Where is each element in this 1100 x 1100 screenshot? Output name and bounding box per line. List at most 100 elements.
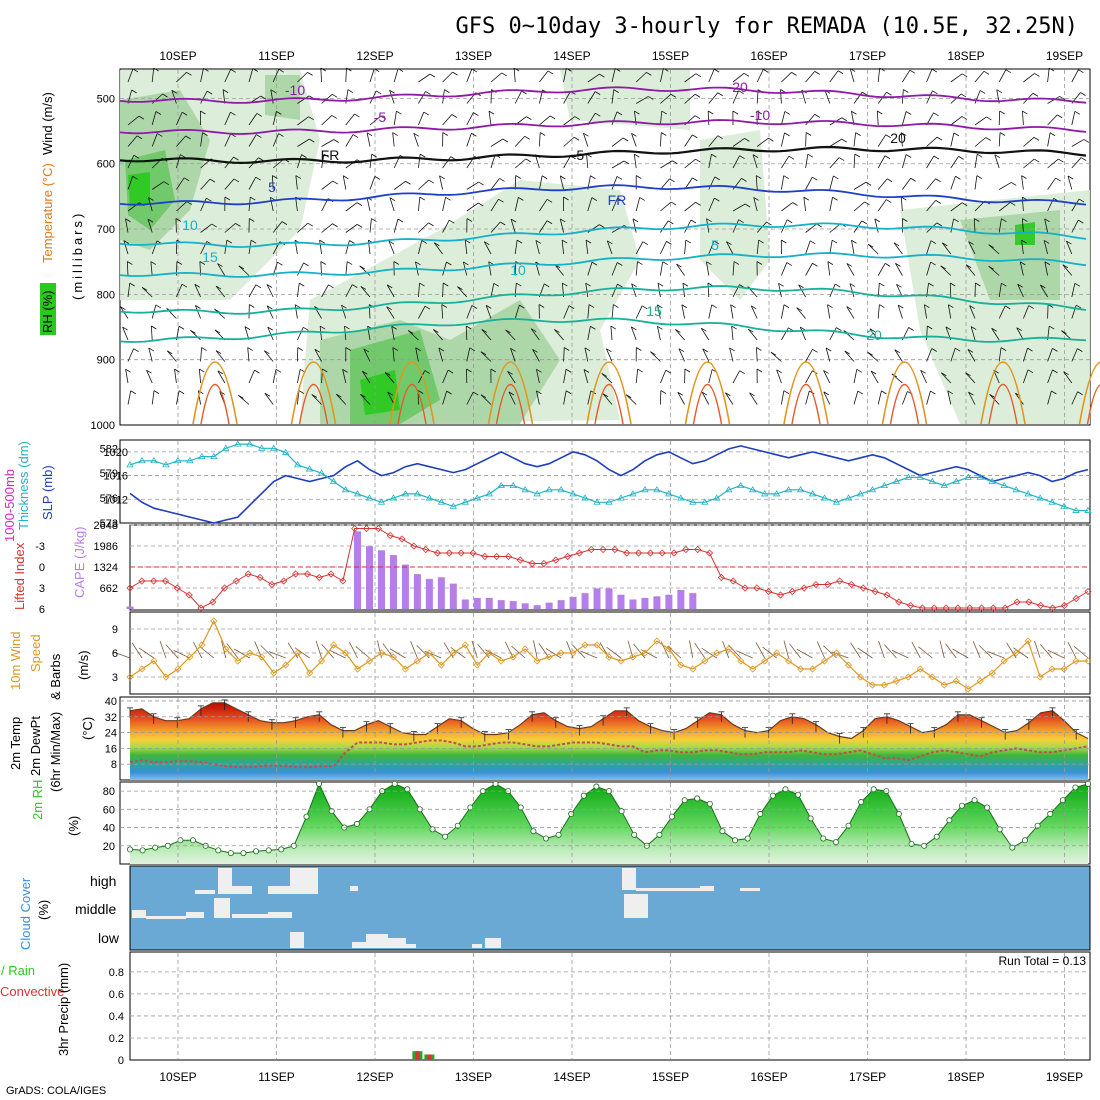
- thickness-point: [138, 456, 146, 464]
- wind-barb-flag: [181, 283, 188, 288]
- thickness-point: [449, 502, 458, 509]
- wind-barb: [1047, 158, 1059, 169]
- bottom-x-label: 11SEP: [258, 1070, 294, 1084]
- rh-point: [517, 804, 524, 811]
- wind-barb: [321, 284, 329, 298]
- wind-barb-flag: [1078, 69, 1084, 73]
- cape-bars: [126, 531, 697, 609]
- thickness-point: [1084, 506, 1092, 513]
- surface-barb: [131, 642, 143, 659]
- wind-barb-flag: [359, 265, 365, 270]
- wind-barb: [248, 369, 255, 384]
- li-point: [930, 604, 938, 612]
- cape-bar: [569, 596, 577, 609]
- wind-barb-flag: [979, 90, 986, 94]
- li-tick: 0: [39, 562, 45, 574]
- wind-barb: [176, 201, 188, 212]
- wind-barb-flag: [471, 305, 478, 309]
- wind-barb: [853, 369, 858, 384]
- wind-barb-flag: [968, 241, 974, 245]
- wind-barb: [393, 218, 399, 233]
- run-total: Run Total = 0.13: [998, 954, 1086, 968]
- wind-barb-flag: [1044, 218, 1050, 223]
- wind-barb: [725, 392, 734, 405]
- wind-barb: [781, 304, 785, 319]
- wind-label-d: (m/s): [76, 650, 91, 680]
- surface-barb: [783, 640, 790, 659]
- cloud-block: [485, 938, 501, 948]
- wind-barb: [974, 154, 978, 169]
- wind-barb-flag: [583, 132, 589, 137]
- wind-barb-flag: [965, 264, 972, 269]
- bottom-x-label: 12SEP: [356, 1070, 393, 1084]
- wind-barb: [877, 283, 880, 298]
- wind-barb: [701, 391, 710, 405]
- wind-barb-flag: [681, 304, 688, 309]
- wind-barb: [611, 304, 614, 319]
- wind-barb-flag: [637, 368, 643, 373]
- wind-barb: [1047, 68, 1050, 83]
- wind-barb: [796, 307, 806, 319]
- wind-barb: [345, 134, 354, 147]
- wind-barb-flag: [634, 110, 640, 115]
- wind-barb-flag: [238, 395, 244, 399]
- li-point: [1072, 594, 1080, 603]
- wind-barb-flag: [614, 68, 621, 72]
- wind-barb: [726, 241, 734, 255]
- wind-barb-flag: [363, 348, 370, 353]
- wind-barb-flag: [466, 325, 472, 330]
- wind-barb-flag: [224, 196, 231, 201]
- wind-barb-flag: [389, 89, 395, 94]
- wind-barb-flag: [631, 283, 637, 288]
- wind-point: [1012, 649, 1020, 657]
- wind-barb: [224, 178, 235, 190]
- rh-point: [555, 831, 562, 838]
- surface-barb: [159, 640, 167, 659]
- wind-barb-flag: [947, 390, 953, 395]
- wind-barb-flag: [961, 116, 968, 120]
- wind-barb: [678, 348, 685, 362]
- wind-barb: [780, 89, 782, 104]
- wind-barb-flag: [778, 282, 784, 287]
- wind-barb: [418, 240, 423, 255]
- rh-point: [769, 792, 776, 799]
- wind-barb: [508, 391, 516, 405]
- wind-barb: [756, 240, 760, 255]
- wind-barb-flag: [635, 175, 642, 179]
- wind-barb-flag: [669, 178, 675, 183]
- temperature-line: [129, 702, 1089, 740]
- wind-barb-flag: [642, 241, 649, 246]
- wind-barb: [1023, 158, 1035, 169]
- wind-barb-flag: [955, 175, 961, 180]
- wind-barb-flag: [249, 304, 255, 308]
- rh-point: [139, 847, 146, 854]
- wind-barb-flag: [841, 117, 847, 122]
- wind-barb-flag: [976, 175, 983, 179]
- wind-barb: [127, 135, 138, 147]
- wind-barb: [342, 175, 347, 190]
- top-x-label: 17SEP: [849, 49, 886, 63]
- rh-axis-label: RH (%): [40, 290, 55, 333]
- wind-barb: [466, 112, 474, 126]
- wind-barb: [895, 263, 903, 276]
- wind-point: [916, 665, 924, 673]
- wind-barb-flag: [374, 176, 381, 180]
- wind-point: [509, 653, 517, 661]
- wind-barb: [297, 222, 309, 233]
- wind-barb-flag: [417, 390, 424, 394]
- wind-barb: [176, 177, 185, 190]
- top-x-label: 15SEP: [652, 49, 689, 63]
- wind-barb: [940, 372, 952, 384]
- wind-point: [605, 653, 613, 661]
- thickness-point: [317, 469, 326, 476]
- wind-barb-flag: [854, 153, 861, 158]
- li-point: [232, 577, 241, 585]
- wind-barb: [319, 326, 322, 341]
- wind-barb-flag: [278, 133, 284, 137]
- wind-barb: [514, 136, 526, 147]
- cape-bar: [425, 578, 433, 609]
- wind-barb: [297, 95, 310, 104]
- bottom-x-label: 15SEP: [652, 1070, 689, 1084]
- wind-barb-flag: [867, 243, 874, 248]
